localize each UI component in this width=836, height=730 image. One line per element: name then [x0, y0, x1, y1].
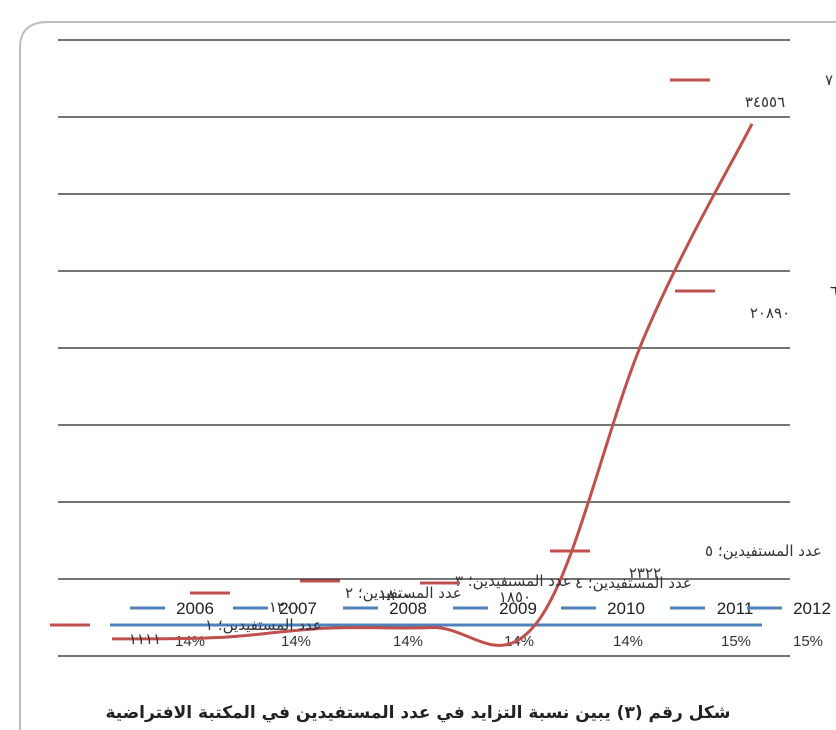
- year-marker: 2012: [747, 599, 831, 618]
- data-label: عدد المستفيدين؛ ٣ ١٨٠٠: [300, 572, 572, 604]
- data-label-key: عدد المستفيدين؛ ٢: [345, 584, 462, 602]
- data-label-value: ١١١١: [129, 630, 161, 648]
- year-marker: 2007: [233, 599, 317, 618]
- year-label: 2012: [793, 599, 831, 618]
- beneficiaries-line: [111, 123, 754, 647]
- data-label-value: ١٢٠٠: [269, 598, 301, 616]
- data-label: عدد المستفيدين؛ ١ ١١١١: [50, 616, 322, 648]
- data-label-value: ١٨٠٠: [379, 586, 411, 604]
- year-marker: 2009: [453, 599, 537, 618]
- percent-label: 14%: [504, 633, 534, 650]
- year-label: 2010: [607, 599, 645, 618]
- data-label-key: عدد المستفيدين؛ ٣: [455, 572, 572, 590]
- data-label-key: عدد المستفيدين؛ ٤: [575, 574, 692, 592]
- percent-label: 15%: [793, 633, 823, 650]
- data-label: عدد المستفيدين؛ ٥ ٢٣٢٢: [550, 542, 822, 582]
- year-marker: 2008: [343, 599, 427, 618]
- percent-label: 14%: [613, 633, 643, 650]
- year-label: 2011: [717, 599, 754, 618]
- data-label-value: ٢٣٢٢: [629, 564, 661, 582]
- beneficiaries-series: [111, 123, 754, 647]
- year-label: 2006: [176, 599, 214, 618]
- data-labels: عدد المستفيدين؛ ١ ١١١١ عدد المستفيدين؛ ٢ ١٢…: [50, 71, 836, 648]
- year-label: 2007: [279, 599, 317, 618]
- data-label-value: ٣٤٥٥٦: [745, 93, 785, 111]
- data-label-key: عدد المستفيدين؛ ٧: [825, 71, 836, 89]
- data-label-key: عدد المستفيدين؛ ٥: [705, 542, 822, 560]
- gridlines: [58, 39, 790, 657]
- data-label-value: ٢٠٨٩٠: [750, 304, 790, 322]
- year-marker: 2010: [561, 599, 645, 618]
- percent-series: 2006 2007 2008 2009 2010 2011 2012 14% 14% 14% 14%…: [110, 599, 831, 650]
- data-label: عدد المستفيدين؛ ٦ ٢٠٨٩٠: [675, 282, 836, 322]
- data-label-key: عدد المستفيدين؛ ٦: [830, 282, 836, 300]
- year-label: 2009: [499, 599, 537, 618]
- year-marker: 2011: [670, 599, 753, 618]
- data-label: عدد المستفيدين؛ ٤ ١٨٥٠: [420, 574, 692, 606]
- year-marker: 2006: [130, 599, 214, 618]
- percent-label: 14%: [393, 633, 423, 650]
- figure-caption: شكل رقم (٣) يبين نسبة التزايد في عدد الم…: [105, 703, 731, 723]
- data-label-value: ١٨٥٠: [499, 588, 531, 606]
- year-label: 2008: [389, 599, 427, 618]
- data-label: عدد المستفيدين؛ ٧ ٣٤٥٥٦: [670, 71, 836, 111]
- data-label-key: عدد المستفيدين؛ ١: [205, 616, 322, 634]
- percent-label: 14%: [175, 633, 205, 650]
- data-label: عدد المستفيدين؛ ٢ ١٢٠٠: [190, 584, 462, 616]
- percent-label: 14%: [281, 633, 311, 650]
- percent-label: 15%: [721, 633, 751, 650]
